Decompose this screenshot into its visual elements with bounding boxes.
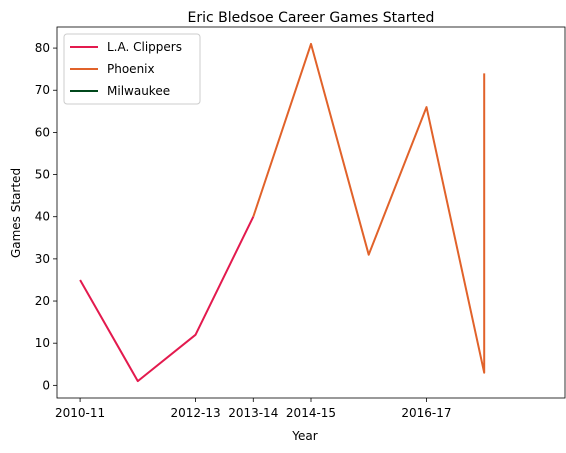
series-line-0 [79, 216, 255, 383]
y-tick-label-1: 10 [35, 336, 50, 350]
series-line-1 [252, 42, 486, 374]
y-tick-label-2: 20 [35, 294, 50, 308]
y-tick-label-0: 0 [42, 378, 50, 392]
legend-box [63, 33, 201, 105]
x-tick-label-1: 2012-13 [170, 406, 220, 420]
y-tick-label-8: 80 [35, 41, 50, 55]
y-tick-label-5: 50 [35, 168, 50, 182]
legend: L.A. Clippers Phoenix Milwaukee [63, 33, 201, 105]
legend-label-2: Milwaukee [107, 84, 170, 98]
x-axis-label: Year [291, 429, 317, 443]
y-tick-label-6: 60 [35, 125, 50, 139]
legend-label-0: L.A. Clippers [107, 40, 182, 54]
x-axis: 2010-11 2012-13 2013-14 2014-15 2016-17 [55, 398, 452, 420]
y-axis-label: Games Started [9, 168, 23, 258]
y-tick-label-3: 30 [35, 252, 50, 266]
x-tick-label-0: 2010-11 [55, 406, 105, 420]
series-layer [79, 42, 486, 383]
x-tick-label-2: 2013-14 [228, 406, 278, 420]
chart-title: Eric Bledsoe Career Games Started [188, 10, 435, 26]
x-tick-label-4: 2016-17 [401, 406, 451, 420]
y-axis: 0 10 20 30 40 50 60 70 80 [35, 41, 57, 392]
y-tick-label-7: 70 [35, 83, 50, 97]
y-tick-label-4: 40 [35, 210, 50, 224]
x-tick-label-3: 2014-15 [286, 406, 336, 420]
legend-label-1: Phoenix [107, 62, 155, 76]
